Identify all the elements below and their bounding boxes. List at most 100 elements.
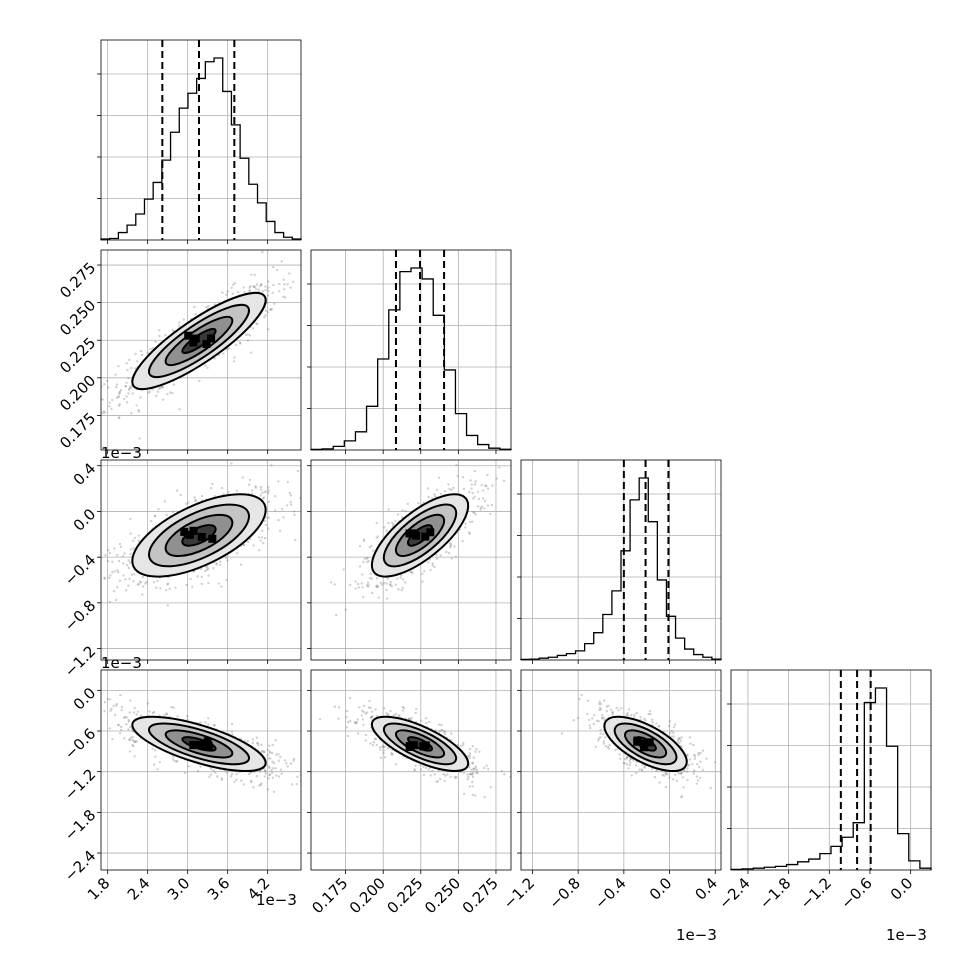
sample-point xyxy=(108,401,112,404)
sample-point xyxy=(134,367,137,370)
sample-point xyxy=(101,398,104,401)
sample-point xyxy=(263,490,266,494)
sample-point xyxy=(431,562,434,565)
sample-point xyxy=(131,729,134,733)
sample-point xyxy=(480,484,483,487)
sample-point xyxy=(132,740,136,743)
sample-point xyxy=(128,711,131,714)
sample-point xyxy=(467,775,470,779)
sample-point xyxy=(456,743,460,747)
sample-point xyxy=(204,569,207,573)
sample-point xyxy=(500,769,503,773)
sample-point xyxy=(129,725,132,729)
sample-point xyxy=(364,733,368,737)
sample-point xyxy=(468,747,472,751)
sample-point xyxy=(392,713,395,717)
sample-point xyxy=(135,713,138,716)
sample-point xyxy=(105,379,109,383)
sample-point xyxy=(129,517,132,521)
sample-point xyxy=(472,511,476,515)
sample-point xyxy=(118,732,122,735)
sample-point xyxy=(422,773,426,777)
sample-point xyxy=(153,514,157,518)
sample-point xyxy=(272,265,275,269)
sample-point xyxy=(264,288,267,292)
sample-point xyxy=(267,777,270,780)
sample-point xyxy=(130,573,134,576)
sample-point xyxy=(255,287,258,290)
sample-point xyxy=(272,283,275,287)
sample-point xyxy=(207,567,210,571)
sample-point xyxy=(248,289,251,292)
sample-point xyxy=(210,767,213,771)
sample-point xyxy=(264,490,268,493)
contour-line xyxy=(370,715,470,773)
sample-point xyxy=(116,553,119,557)
contour-line xyxy=(394,729,446,759)
sample-point xyxy=(147,391,150,394)
sample-point xyxy=(255,283,258,286)
sample-point xyxy=(275,774,278,777)
sample-point xyxy=(205,568,209,571)
sample-point xyxy=(186,718,189,721)
sample-point xyxy=(283,288,286,291)
sample-point xyxy=(230,286,233,289)
sample-point xyxy=(207,304,210,308)
sample-point xyxy=(417,502,420,505)
sample-point xyxy=(498,466,501,469)
sample-point xyxy=(472,510,475,514)
sample-point xyxy=(277,753,280,756)
sample-point xyxy=(468,531,471,534)
sample-point xyxy=(424,717,428,720)
sample-point xyxy=(179,493,182,497)
sample-point xyxy=(219,560,222,563)
sample-point xyxy=(348,696,352,700)
sample-point xyxy=(263,775,266,778)
sample-point xyxy=(128,387,131,390)
sample-point xyxy=(600,716,604,719)
sample-point xyxy=(268,751,272,754)
sample-point xyxy=(431,564,434,567)
sample-point xyxy=(282,516,285,519)
sample-point xyxy=(464,522,467,525)
sample-point xyxy=(128,577,131,580)
density-core xyxy=(185,530,194,539)
sample-point xyxy=(246,739,249,743)
sample-point xyxy=(269,308,272,312)
sample-point xyxy=(356,582,360,586)
sample-point xyxy=(387,521,390,525)
histogram-3 xyxy=(520,477,722,661)
sample-point xyxy=(184,502,188,505)
sample-point xyxy=(469,479,472,482)
sample-point xyxy=(408,718,411,721)
sample-point xyxy=(166,393,169,396)
sample-point xyxy=(270,308,274,311)
sample-point xyxy=(248,334,252,337)
sample-point xyxy=(440,723,443,727)
sample-point xyxy=(166,583,169,586)
sample-point xyxy=(376,585,380,588)
sample-point xyxy=(248,478,252,482)
sample-point xyxy=(286,283,289,286)
y-tick-label: 0.250 xyxy=(56,296,99,339)
sample-point xyxy=(117,417,121,420)
sample-point xyxy=(356,732,360,735)
sample-point xyxy=(471,762,474,765)
sample-point xyxy=(111,560,114,563)
sample-point xyxy=(285,762,288,765)
sample-point xyxy=(215,563,218,566)
sample-point xyxy=(264,285,267,288)
sample-point xyxy=(267,489,270,492)
sample-point xyxy=(436,780,439,783)
sample-point xyxy=(115,396,119,399)
sample-point xyxy=(239,563,243,566)
sample-point xyxy=(398,714,401,717)
x-tick-label: −0.4 xyxy=(591,874,629,912)
sample-point xyxy=(263,316,266,319)
sample-point xyxy=(238,341,241,344)
sample-point xyxy=(335,613,338,617)
sample-point xyxy=(259,284,262,288)
sample-point xyxy=(208,775,211,778)
sample-point xyxy=(225,293,228,296)
sample-point xyxy=(357,586,360,589)
